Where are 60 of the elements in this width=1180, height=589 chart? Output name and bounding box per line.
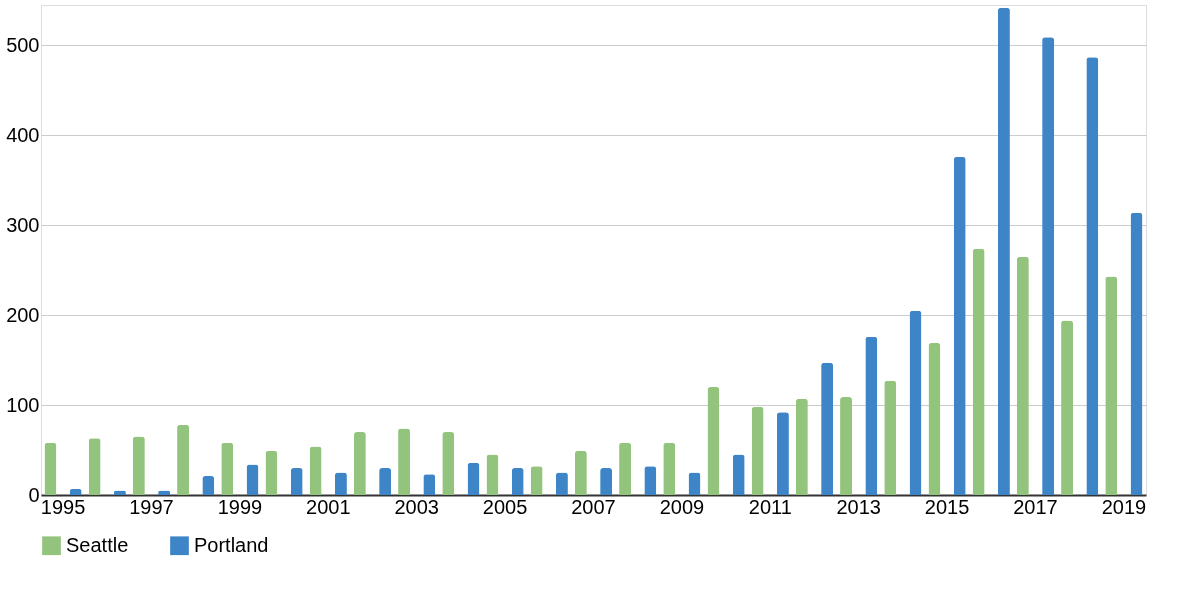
bar (751, 406, 764, 495)
bar (132, 436, 145, 495)
x-tick-label: 2005 (482, 495, 528, 518)
bar (821, 362, 834, 495)
y-tick-label: 0 (28, 483, 40, 506)
bar (663, 442, 676, 495)
bar (88, 438, 101, 495)
bar (177, 424, 190, 495)
x-tick-label: 2015 (924, 495, 970, 518)
x-tick-label: 1999 (217, 495, 263, 518)
x-tick-label: 1995 (40, 495, 86, 518)
bar (600, 468, 613, 495)
bar (909, 310, 922, 495)
bar (1086, 57, 1099, 495)
bar (619, 442, 632, 495)
bar (884, 380, 897, 495)
bar (511, 468, 524, 495)
bar (221, 442, 234, 495)
y-tick-label: 200 (6, 303, 40, 326)
bar (1130, 212, 1143, 495)
x-tick-label: 2003 (394, 495, 439, 518)
bar (732, 454, 745, 495)
bar (953, 156, 966, 495)
x-tick-label: 1997 (129, 495, 174, 518)
bar (309, 446, 322, 495)
x-tick-label: 2017 (1013, 495, 1058, 518)
bar (795, 398, 808, 495)
bar (1016, 256, 1029, 495)
bar (1061, 320, 1074, 495)
bar (997, 7, 1010, 495)
x-tick-label: 2007 (571, 495, 616, 518)
bar (972, 248, 985, 495)
bar (707, 387, 720, 495)
bar (574, 450, 587, 495)
x-tick-label: 2019 (1101, 495, 1147, 518)
y-tick-label: 100 (6, 393, 40, 416)
y-tick-label: 500 (6, 33, 40, 56)
bar (928, 343, 941, 495)
bar (442, 432, 455, 495)
legend-label: Seattle (66, 533, 129, 556)
x-tick-label: 2013 (836, 495, 881, 518)
x-tick-label: 2001 (306, 495, 351, 518)
bar (290, 468, 303, 495)
bar (44, 442, 57, 495)
bar (265, 450, 278, 495)
bar (353, 432, 366, 495)
y-tick-label: 400 (6, 123, 40, 146)
bar (840, 397, 853, 495)
bar (486, 454, 499, 495)
bar (1105, 276, 1118, 495)
x-tick-label: 2011 (748, 495, 792, 518)
bar (1042, 37, 1055, 495)
bar (865, 336, 878, 495)
legend-label: Portland (194, 533, 269, 556)
bar (776, 412, 789, 495)
x-tick-label: 2009 (659, 495, 705, 518)
bar (379, 468, 392, 495)
y-tick-label: 300 (6, 213, 40, 236)
bar (467, 462, 480, 495)
bar (398, 428, 411, 495)
